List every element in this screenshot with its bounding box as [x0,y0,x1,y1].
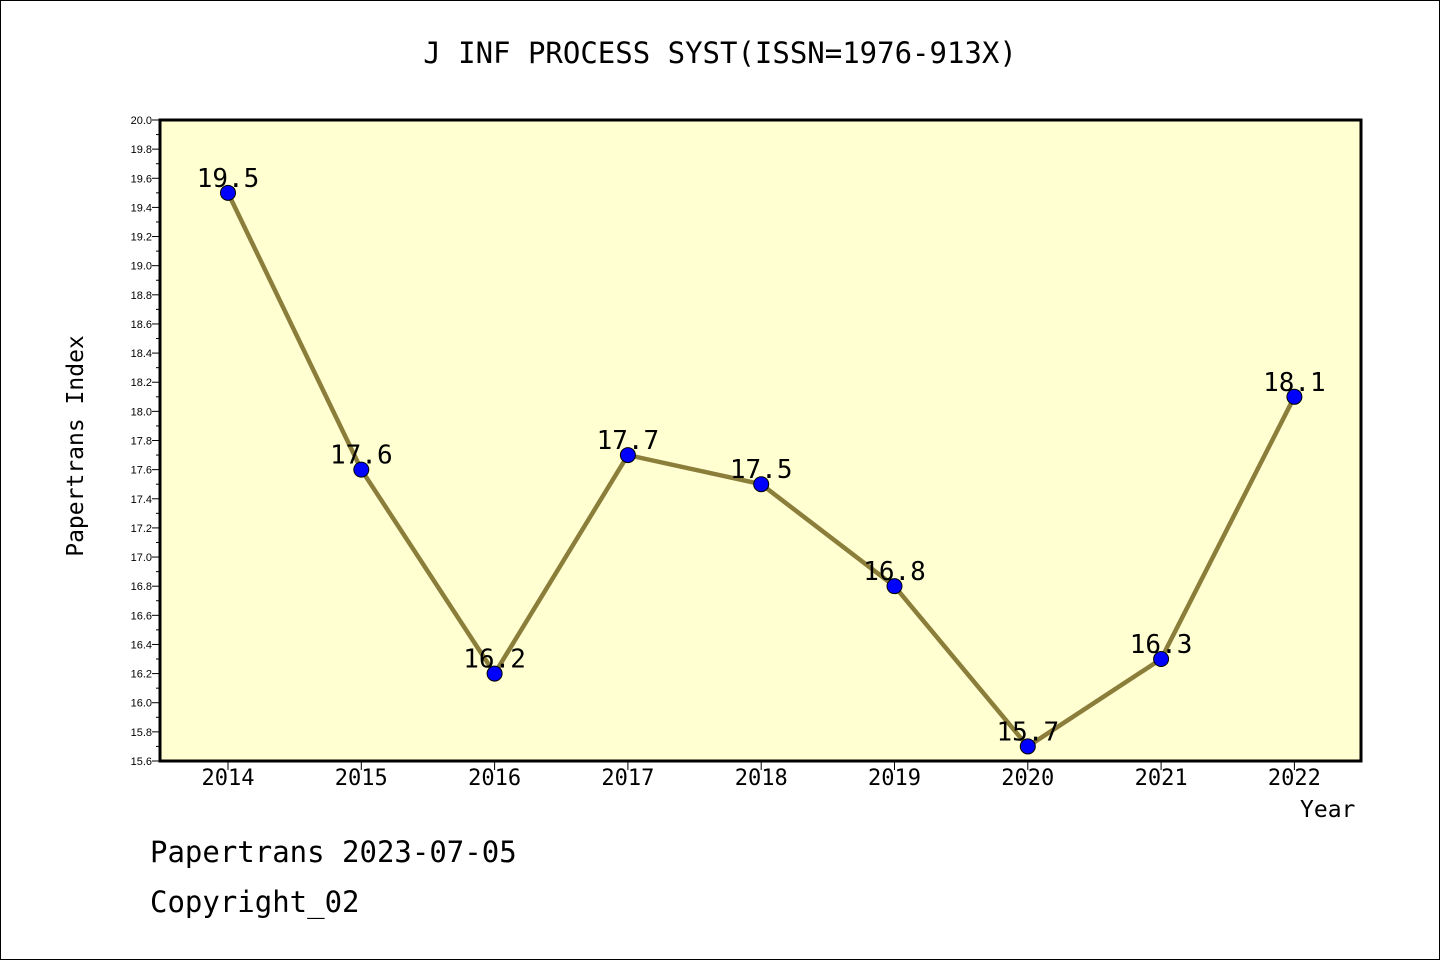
data-label: 18.1 [1263,368,1326,398]
x-tick-label: 2016 [468,766,521,791]
y-tick-label: 19.4 [131,202,152,214]
y-tick-label: 20.0 [131,115,152,127]
footer-copyright: Copyright_02 [150,885,360,919]
x-tick-label: 2019 [868,766,921,791]
x-axis-label: Year [1300,797,1356,823]
y-tick-label: 19.2 [131,232,152,244]
y-tick-label: 15.8 [131,727,152,739]
y-tick-label: 16.2 [131,669,152,681]
y-tick-label: 17.4 [131,494,152,506]
x-tick-label: 2020 [1001,766,1054,791]
y-tick-label: 18.6 [131,319,152,331]
x-tick-label: 2022 [1268,766,1321,791]
x-tick-label: 2017 [601,766,654,791]
data-point [220,184,236,201]
plot-border [158,118,1363,763]
data-point [1019,738,1036,755]
x-tick-label: 2018 [735,766,788,791]
y-tick-label: 16.0 [131,698,152,710]
x-tick-label: 2015 [335,766,388,791]
data-label: 17.5 [730,455,793,485]
data-label: 16.3 [1130,630,1193,660]
data-point [1153,651,1170,668]
y-tick-label: 17.2 [131,523,152,535]
data-label: 17.6 [330,441,393,471]
data-label: 16.2 [463,645,526,675]
chart-title: J INF PROCESS SYST(ISSN=1976-913X) [423,36,1017,70]
y-tick-label: 17.0 [131,552,152,564]
data-point [1286,388,1303,405]
data-point [886,578,903,595]
data-label: 16.8 [863,557,926,587]
footer-date: Papertrans 2023-07-05 [150,835,517,869]
y-tick-label: 16.6 [131,610,152,622]
y-tick-label: 19.6 [131,173,152,185]
x-tick-label: 2014 [202,766,255,791]
y-tick-label: 19.0 [131,261,152,273]
y-tick-label: 16.8 [131,581,152,593]
y-tick-label: 19.8 [131,144,152,156]
data-point [753,476,770,493]
y-tick-label: 17.6 [131,465,152,477]
data-label: 17.7 [597,426,660,456]
y-tick-label: 16.4 [131,639,152,651]
data-label: 15.7 [996,717,1059,747]
data-point [486,665,503,682]
data-point [619,447,636,464]
y-tick-label: 18.2 [131,377,152,389]
y-tick-label: 15.6 [131,756,152,768]
data-label: 19.5 [197,164,260,194]
y-tick-label: 17.8 [131,436,152,448]
y-tick-label: 18.4 [131,348,152,360]
y-tick-label: 18.8 [131,290,152,302]
data-point [353,461,370,478]
x-tick-label: 2021 [1135,766,1188,791]
y-tick-label: 18.0 [131,406,152,418]
